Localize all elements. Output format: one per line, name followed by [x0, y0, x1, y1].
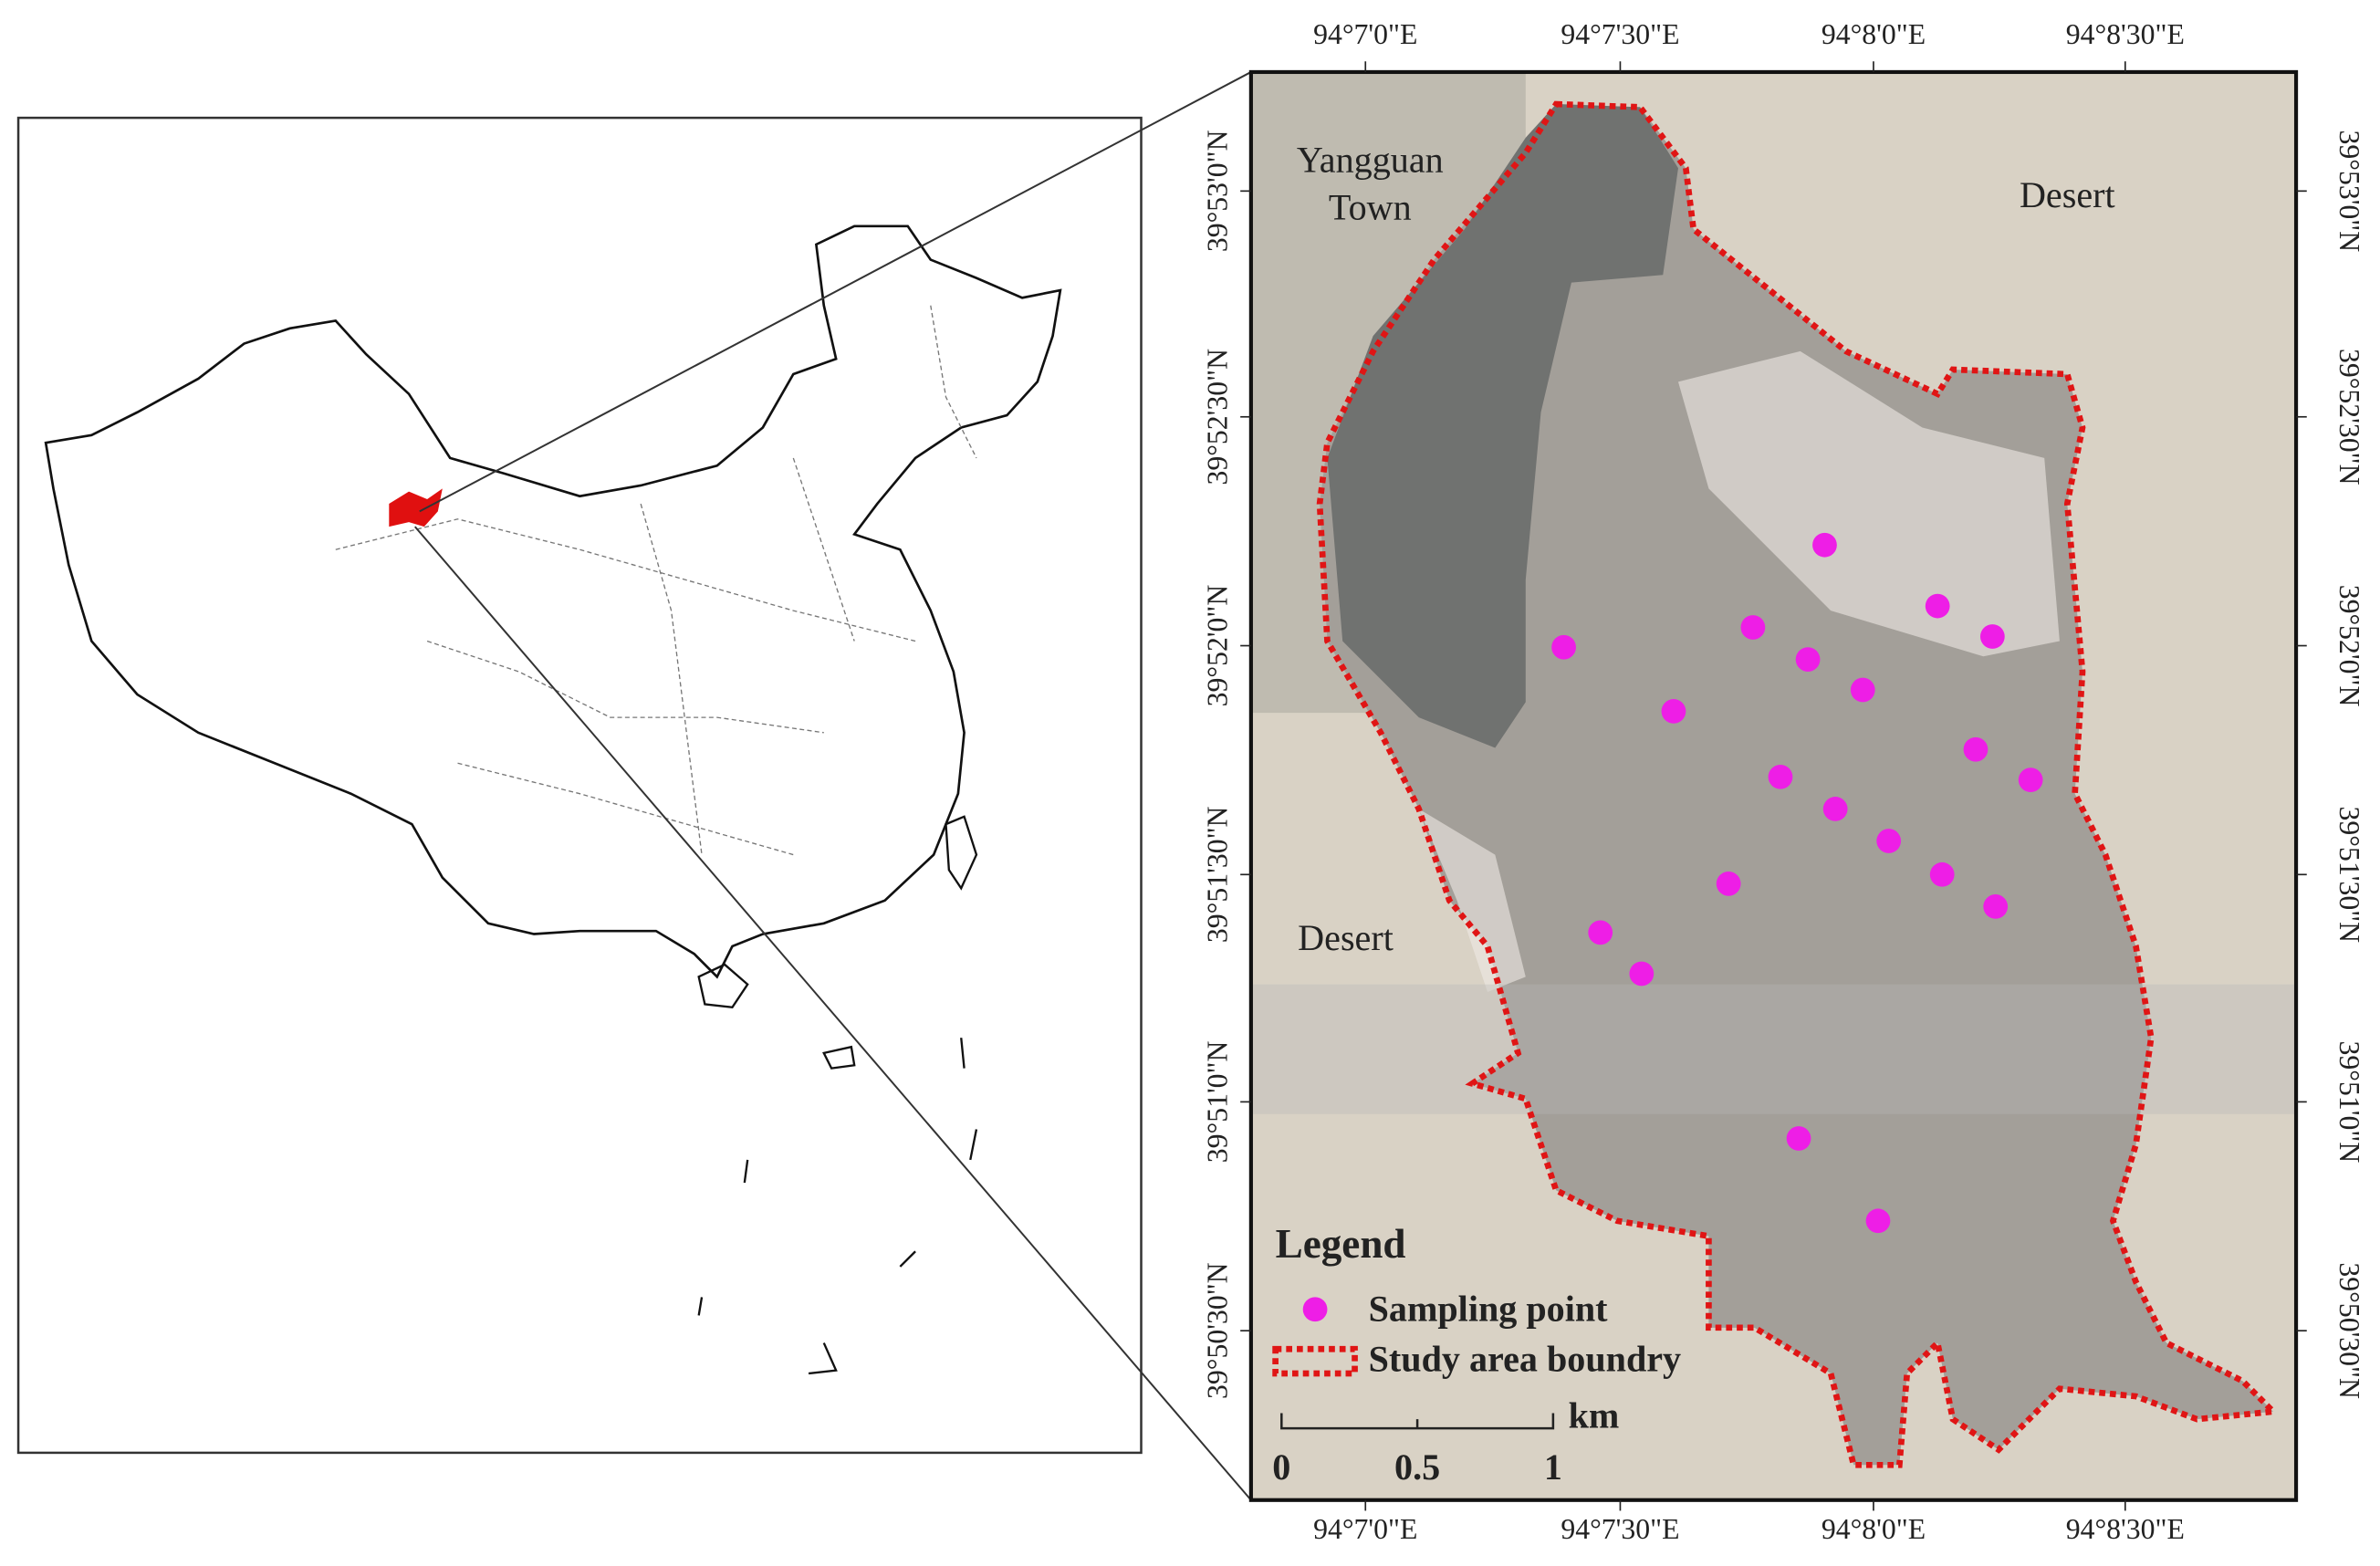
legend-symbol: [1302, 1297, 1328, 1322]
sampling-point: [1812, 532, 1837, 558]
sampling-point: [1983, 894, 2009, 919]
sampling-point: [1925, 593, 1950, 619]
latitude-label: 39°53'0"N: [1202, 130, 1234, 252]
place-label: Desert: [2020, 174, 2115, 215]
longitude-label: 94°7'30"E: [1561, 1513, 1679, 1545]
sampling-point: [1629, 961, 1655, 987]
latitude-label: 39°51'30"N: [1202, 806, 1234, 943]
sampling-point: [1963, 736, 1989, 762]
sampling-point: [1661, 699, 1686, 724]
latitude-label: 39°50'30"N: [2333, 1262, 2365, 1399]
latitude-label: 39°53'0"N: [2333, 130, 2365, 252]
latitude-label: 39°52'30"N: [1202, 349, 1234, 485]
overview-frame: [16, 116, 1143, 1455]
longitude-label: 94°8'0"E: [1822, 1513, 1926, 1545]
map-frame: [1248, 69, 2299, 1502]
islands: [697, 815, 978, 1008]
scale-bar: [1280, 1413, 1555, 1430]
scale-label: 0: [1272, 1446, 1290, 1488]
longitude-label: 94°8'30"E: [2066, 1513, 2185, 1545]
china-outline: [44, 224, 1062, 979]
study-location: [389, 488, 443, 527]
wetland-area: [1320, 104, 2273, 1466]
south-sea-islands: [697, 1038, 978, 1375]
sampling-point: [1588, 920, 1613, 945]
sampling-point: [1768, 764, 1793, 789]
legend-symbol: [1272, 1345, 1358, 1377]
latitude-label: 39°52'0"N: [1202, 585, 1234, 707]
scale-unit: km: [1569, 1394, 1620, 1436]
sampling-point: [1740, 615, 1766, 640]
scale-label: 0.5: [1394, 1446, 1440, 1488]
place-label: Desert: [1298, 917, 1394, 958]
place-label: Yangguan: [1297, 139, 1444, 180]
sampling-point: [1551, 634, 1576, 660]
longitude-label: 94°7'30"E: [1561, 18, 1679, 50]
latitude-label: 39°52'0"N: [2333, 585, 2365, 707]
sampling-point: [1850, 677, 1875, 703]
latitude-label: 39°51'0"N: [1202, 1040, 1234, 1163]
zoom-line: [413, 526, 1252, 1501]
latitude-label: 39°51'30"N: [2333, 807, 2365, 944]
legend-title: Legend: [1276, 1221, 1406, 1267]
latitude-label: 39°51'0"N: [2333, 1041, 2365, 1164]
latitude-label: 39°52'30"N: [2333, 349, 2365, 485]
image-seam: [1250, 984, 2297, 1114]
lake: [1327, 104, 1678, 748]
province-borders: [335, 305, 977, 856]
legend-label: Sampling point: [1369, 1288, 1609, 1329]
sampling-point: [1876, 829, 1902, 853]
longitude-label: 94°8'30"E: [2066, 18, 2185, 50]
sampling-point: [1979, 624, 2005, 649]
sampling-point: [1865, 1208, 1891, 1234]
sampling-point: [1929, 861, 1955, 887]
latitude-label: 39°50'30"N: [1202, 1262, 1234, 1399]
scale-label: 1: [1544, 1446, 1562, 1488]
sampling-point: [2018, 767, 2043, 793]
longitude-label: 94°7'0"E: [1313, 18, 1417, 50]
sampling-point: [1786, 1126, 1811, 1151]
longitude-label: 94°8'0"E: [1822, 18, 1926, 50]
place-label: Town: [1329, 186, 1412, 227]
longitude-label: 94°7'0"E: [1313, 1513, 1417, 1545]
sampling-point: [1716, 871, 1741, 896]
sampling-point: [1795, 647, 1821, 672]
salt-crust: [1418, 350, 2060, 993]
sampling-point: [1822, 797, 1848, 821]
study-area-boundary: [1316, 100, 2281, 1468]
sampling-points: [1551, 532, 2043, 1234]
legend-label: Study area boundry: [1369, 1338, 1682, 1379]
zoom-line: [419, 71, 1252, 513]
